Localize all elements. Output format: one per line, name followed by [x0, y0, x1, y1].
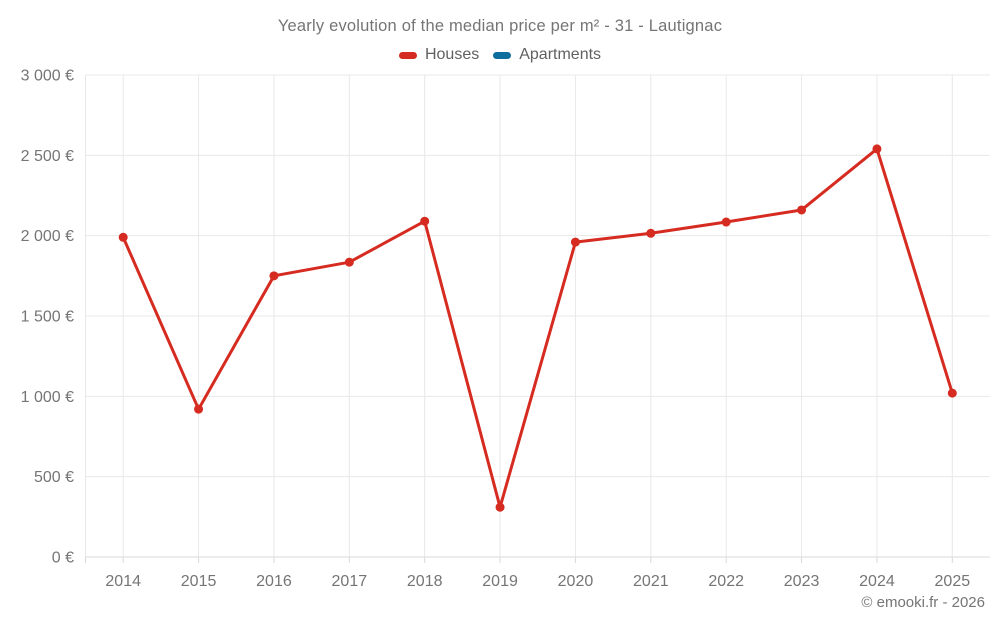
x-axis-tick-label: 2022: [708, 573, 744, 590]
x-axis-tick-label: 2025: [935, 573, 971, 590]
y-axis-tick-label: 500 €: [34, 469, 74, 486]
x-axis-tick-label: 2024: [859, 573, 895, 590]
chart-title: Yearly evolution of the median price per…: [277, 17, 723, 35]
y-axis-tick-label: 0 €: [52, 550, 74, 567]
data-point-houses-2025[interactable]: [947, 388, 957, 398]
legend-label: Houses: [424, 46, 480, 63]
data-point-houses-2018[interactable]: [420, 216, 430, 226]
x-axis-tick-label: 2020: [558, 573, 594, 590]
legend: Houses Apartments: [0, 46, 1000, 64]
y-axis-tick-label: 2 500 €: [21, 148, 74, 165]
data-point-houses-2024[interactable]: [872, 144, 882, 154]
data-point-houses-2023[interactable]: [797, 205, 807, 215]
x-axis-tick-label: 2019: [482, 573, 518, 590]
x-axis-tick-label: 2023: [784, 573, 820, 590]
legend-item-houses[interactable]: Houses: [398, 46, 480, 64]
data-point-houses-2017[interactable]: [344, 257, 354, 267]
y-axis-tick-label: 1 500 €: [21, 309, 74, 326]
data-point-houses-2015[interactable]: [194, 404, 204, 414]
x-axis-tick-label: 2017: [332, 573, 368, 590]
series-line-houses: [121, 147, 954, 509]
x-axis-tick-label: 2014: [105, 573, 141, 590]
legend-swatch-icon: [398, 51, 417, 59]
data-point-houses-2020[interactable]: [570, 237, 580, 247]
data-point-houses-2019[interactable]: [495, 502, 505, 512]
x-axis-tick-label: 2016: [256, 573, 292, 590]
legend-item-apartments[interactable]: Apartments: [493, 46, 601, 64]
x-axis-tick-label: 2015: [181, 573, 217, 590]
y-axis-tick-label: 2 000 €: [21, 228, 74, 245]
copyright-credit: © emooki.fr - 2026: [861, 594, 985, 611]
data-point-houses-2014[interactable]: [118, 232, 128, 242]
data-point-houses-2016[interactable]: [269, 271, 279, 281]
data-point-houses-2022[interactable]: [721, 217, 731, 227]
y-axis-tick-label: 3 000 €: [21, 68, 74, 85]
x-axis-tick-label: 2021: [633, 573, 669, 590]
legend-label: Apartments: [519, 46, 602, 63]
y-axis-tick-label: 1 000 €: [21, 389, 74, 406]
data-point-houses-2021[interactable]: [646, 228, 656, 238]
legend-swatch-icon: [493, 51, 512, 59]
x-axis-tick-label: 2018: [407, 573, 443, 590]
